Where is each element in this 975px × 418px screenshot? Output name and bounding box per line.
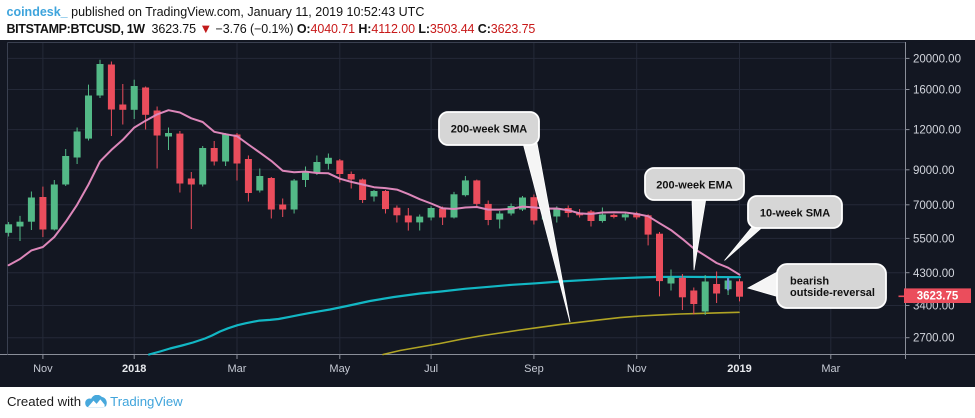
svg-text:7000.00: 7000.00 [913, 200, 955, 212]
svg-text:10-week SMA: 10-week SMA [760, 208, 830, 220]
svg-text:Nov: Nov [627, 363, 647, 375]
svg-text:Nov: Nov [33, 363, 53, 375]
svg-text:5500.00: 5500.00 [913, 234, 955, 246]
svg-text:2019: 2019 [727, 363, 751, 375]
svg-text:Jul: Jul [424, 363, 438, 375]
svg-text:2700.00: 2700.00 [913, 333, 955, 345]
svg-text:3623.75: 3623.75 [917, 291, 959, 303]
svg-text:bearish: bearish [790, 276, 829, 288]
svg-text:16000.00: 16000.00 [913, 85, 961, 97]
svg-text:200-week EMA: 200-week EMA [656, 180, 732, 192]
svg-text:4300.00: 4300.00 [913, 268, 955, 280]
svg-text:3400.00: 3400.00 [913, 301, 955, 313]
svg-text:20000.00: 20000.00 [913, 53, 961, 65]
svg-text:Mar: Mar [821, 363, 840, 375]
svg-text:Mar: Mar [228, 363, 247, 375]
svg-text:outside-reversal: outside-reversal [790, 287, 875, 299]
svg-text:9000.00: 9000.00 [913, 165, 955, 177]
svg-text:12000.00: 12000.00 [913, 125, 961, 137]
svg-text:2018: 2018 [122, 363, 146, 375]
svg-text:Sep: Sep [524, 363, 544, 375]
svg-text:200-week SMA: 200-week SMA [451, 124, 527, 136]
svg-text:May: May [329, 363, 350, 375]
